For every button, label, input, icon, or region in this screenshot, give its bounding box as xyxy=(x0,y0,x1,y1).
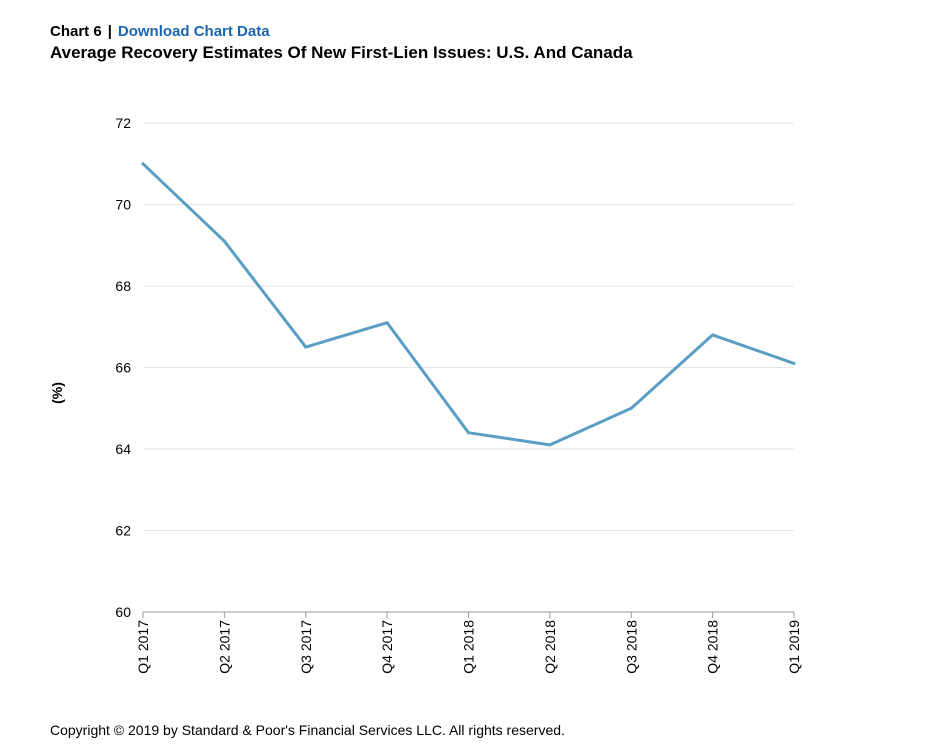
y-tick-label: 60 xyxy=(115,604,131,620)
x-tick-label: Q4 2017 xyxy=(379,620,395,674)
x-tick-label: Q3 2017 xyxy=(298,620,314,674)
data-point xyxy=(711,333,715,337)
data-point xyxy=(304,345,308,349)
download-chart-data-link[interactable]: Download Chart Data xyxy=(117,23,270,40)
x-tick-label: Q2 2018 xyxy=(542,620,558,674)
data-point xyxy=(548,443,552,447)
x-tick-label: Q4 2018 xyxy=(705,620,721,674)
y-tick-label: 66 xyxy=(115,360,131,376)
y-tick-label: 68 xyxy=(115,278,131,294)
series-line xyxy=(141,162,796,447)
chart-header: Chart 6 | Download Chart Data Average Reco… xyxy=(50,22,633,63)
data-point xyxy=(792,361,796,365)
y-tick-label: 72 xyxy=(115,115,131,131)
chart-title: Average Recovery Estimates Of New First-… xyxy=(50,43,633,62)
data-point xyxy=(141,162,145,166)
line-chart: 60 62 64 66 68 70 72 Q1 2017 Q2 2017 Q3 2017 Q4 20… xyxy=(49,115,802,674)
y-tick-label: 64 xyxy=(115,441,131,457)
chart-label-row: Chart 6 | Download Chart Data xyxy=(50,22,633,41)
x-tick-label: Q1 2019 xyxy=(786,620,802,674)
x-tick-label: Q2 2017 xyxy=(216,620,232,674)
data-point xyxy=(467,431,470,435)
x-tick-label: Q1 2017 xyxy=(135,620,151,674)
data-point xyxy=(222,239,226,243)
data-point xyxy=(385,321,389,325)
chart-number: Chart 6 xyxy=(50,23,102,40)
separator: | xyxy=(107,23,112,40)
data-point xyxy=(629,406,633,410)
x-tick-label: Q1 2018 xyxy=(461,620,477,674)
copyright-text: Copyright © 2019 by Standard & Poor's Fi… xyxy=(50,722,565,738)
x-tick-label: Q3 2018 xyxy=(623,620,639,674)
y-tick-label: 70 xyxy=(115,197,131,213)
y-axis-label: (%) xyxy=(49,382,65,404)
y-tick-label: 62 xyxy=(115,523,131,539)
